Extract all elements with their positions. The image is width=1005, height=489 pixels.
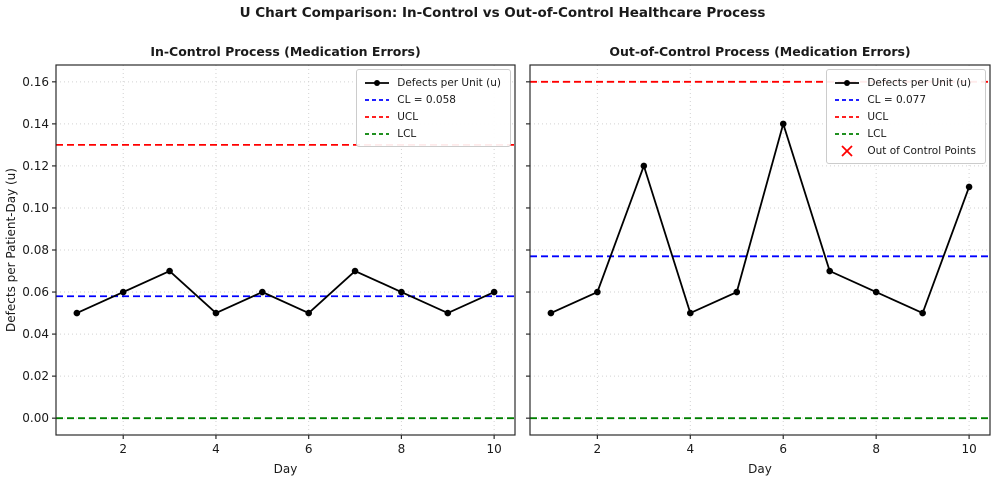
data-point-marker [305, 309, 312, 317]
y-tick-label: 0.08 [22, 243, 49, 257]
data-point-marker [119, 288, 127, 296]
legend-sample-x-marker-icon [841, 144, 853, 157]
data-point-marker [73, 309, 81, 317]
legend-entry: Out of Control Points [834, 143, 976, 158]
data-point-marker [547, 309, 555, 317]
legend-label: UCL [867, 110, 889, 123]
legend-sample-line-marker-icon [365, 79, 390, 86]
y-axis-label: Defects per Patient-Day (u) [4, 168, 18, 332]
legend-entry: Defects per Unit (u) [364, 75, 501, 90]
legend-entry: CL = 0.058 [364, 92, 501, 107]
legend-label: UCL [397, 110, 419, 123]
legend-sample-dashed-icon [835, 115, 860, 118]
legend-label: LCL [867, 127, 887, 140]
legend-entry: CL = 0.077 [834, 92, 976, 107]
x-tick-label: 6 [305, 442, 313, 456]
data-point-marker [259, 288, 266, 296]
data-point-marker [398, 288, 405, 296]
legend-label: CL = 0.077 [867, 93, 927, 106]
legend-sample-dashed-icon [365, 132, 390, 135]
subplot-title-out-of-control: Out-of-Control Process (Medication Error… [609, 44, 911, 59]
y-tick-label: 0.16 [22, 75, 49, 89]
data-point-marker [872, 288, 880, 296]
x-tick-label: 8 [872, 442, 880, 456]
data-point-marker [640, 162, 648, 170]
legend-label: LCL [397, 127, 417, 140]
x-tick-label: 8 [398, 442, 406, 456]
x-tick-label: 2 [119, 442, 127, 456]
y-tick-label: 0.14 [22, 117, 49, 131]
figure-title: U Chart Comparison: In-Control vs Out-of… [239, 5, 766, 21]
y-tick-label: 0.06 [22, 285, 49, 299]
y-tick-label: 0.12 [22, 159, 49, 173]
data-point-marker [490, 288, 498, 296]
data-point-marker [212, 309, 220, 317]
y-tick-label: 0.02 [22, 369, 49, 383]
legend-entry: UCL [834, 109, 976, 124]
data-point-marker [733, 288, 741, 296]
legend-label: Defects per Unit (u) [397, 76, 501, 89]
data-point-marker [594, 288, 601, 296]
legend-sample-dashed-icon [365, 115, 390, 118]
x-tick-label: 10 [961, 442, 976, 456]
x-tick-label: 4 [686, 442, 694, 456]
legend-sample-dashed-icon [365, 98, 390, 101]
y-tick-label: 0.10 [22, 201, 49, 215]
legend-entry: LCL [364, 126, 501, 141]
data-point-marker [687, 309, 694, 317]
data-point-marker [351, 267, 359, 275]
legend-label: Out of Control Points [867, 144, 976, 157]
x-tick-label: 6 [779, 442, 787, 456]
legend-entry: LCL [834, 126, 976, 141]
data-point-marker [166, 267, 173, 275]
legend-sample-dashed-icon [835, 98, 860, 101]
x-axis-label: Day [274, 462, 298, 476]
legend-sample-dashed-icon [835, 132, 860, 135]
x-axis-label: Day [748, 462, 772, 476]
legend-label: Defects per Unit (u) [867, 76, 972, 89]
y-tick-label: 0.04 [22, 327, 49, 341]
data-point-marker [826, 267, 833, 275]
data-point-marker [444, 309, 452, 317]
data-point-marker [919, 309, 926, 317]
data-line [550, 120, 970, 315]
y-tick-label: 0.00 [22, 411, 49, 425]
legend-entry: UCL [364, 109, 501, 124]
data-point-marker [779, 120, 787, 128]
x-tick-label: 4 [212, 442, 220, 456]
legend: Defects per Unit (u) CL = 0.077 UCL LCL Out … [826, 69, 986, 164]
x-tick-label: 10 [486, 442, 501, 456]
legend-sample-line-marker-icon [835, 79, 860, 86]
legend-entry: Defects per Unit (u) [834, 75, 976, 90]
legend-label: CL = 0.058 [397, 93, 456, 106]
x-tick-label: 2 [594, 442, 602, 456]
data-point-marker [965, 183, 973, 191]
data-line [76, 269, 495, 315]
subplot-title-in-control: In-Control Process (Medication Errors) [150, 44, 421, 59]
legend: Defects per Unit (u) CL = 0.058 UCL LCL [356, 69, 511, 147]
